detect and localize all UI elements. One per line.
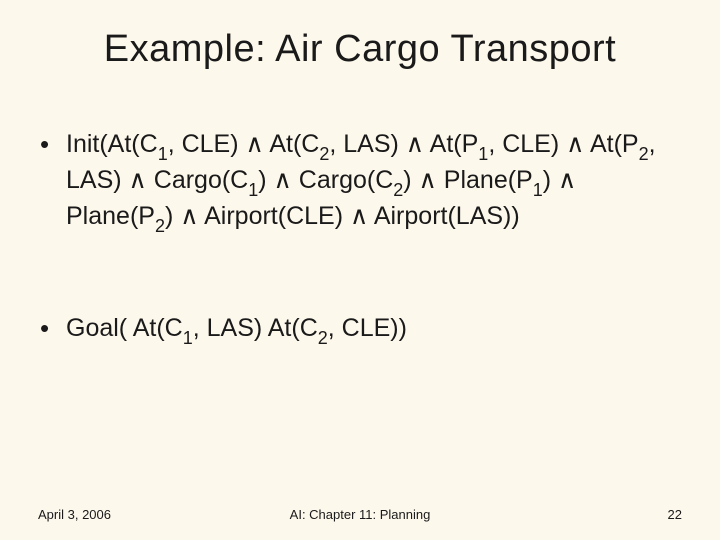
subscript-text: 1 [158, 144, 168, 164]
footer-page-number: 22 [668, 507, 682, 522]
subscript-text: 1 [183, 328, 193, 348]
footer-date: April 3, 2006 [38, 507, 111, 522]
subscript-text: 2 [393, 180, 403, 200]
subscript-text: 1 [478, 144, 488, 164]
subscript-text: 2 [319, 144, 329, 164]
subscript-text: 2 [318, 328, 328, 348]
body-text: Goal( At(C [66, 314, 183, 342]
body-text: ) ∧ Plane(P [403, 166, 532, 194]
body-text: , CLE)) [328, 314, 407, 342]
bullet-list: Init(At(C1, CLE) ∧ At(C2, LAS) ∧ At(P1, … [38, 128, 678, 348]
body-text: , LAS) ∧ At(P [329, 130, 478, 158]
bullet-item-goal: Goal( At(C1, LAS) At(C2, CLE)) [38, 312, 678, 348]
subscript-text: 2 [155, 216, 165, 236]
slide-body: Init(At(C1, CLE) ∧ At(C2, LAS) ∧ At(P1, … [38, 128, 678, 424]
body-text: ) ∧ Cargo(C [258, 166, 393, 194]
footer-chapter: AI: Chapter 11: Planning [38, 507, 682, 522]
subscript-text: 1 [248, 180, 258, 200]
bullet-item-init: Init(At(C1, CLE) ∧ At(C2, LAS) ∧ At(P1, … [38, 128, 678, 236]
body-text: Init(At(C [66, 130, 158, 158]
slide: Example: Air Cargo Transport Init(At(C1,… [0, 0, 720, 540]
slide-title: Example: Air Cargo Transport [0, 28, 720, 71]
body-text: ) ∧ Airport(CLE) ∧ Airport(LAS)) [165, 202, 520, 230]
slide-footer: April 3, 2006 AI: Chapter 11: Planning 2… [38, 507, 682, 522]
subscript-text: 2 [639, 144, 649, 164]
body-text: , CLE) ∧ At(P [488, 130, 638, 158]
subscript-text: 1 [533, 180, 543, 200]
body-text: , LAS) At(C [193, 314, 318, 342]
body-text: , CLE) ∧ At(C [168, 130, 320, 158]
